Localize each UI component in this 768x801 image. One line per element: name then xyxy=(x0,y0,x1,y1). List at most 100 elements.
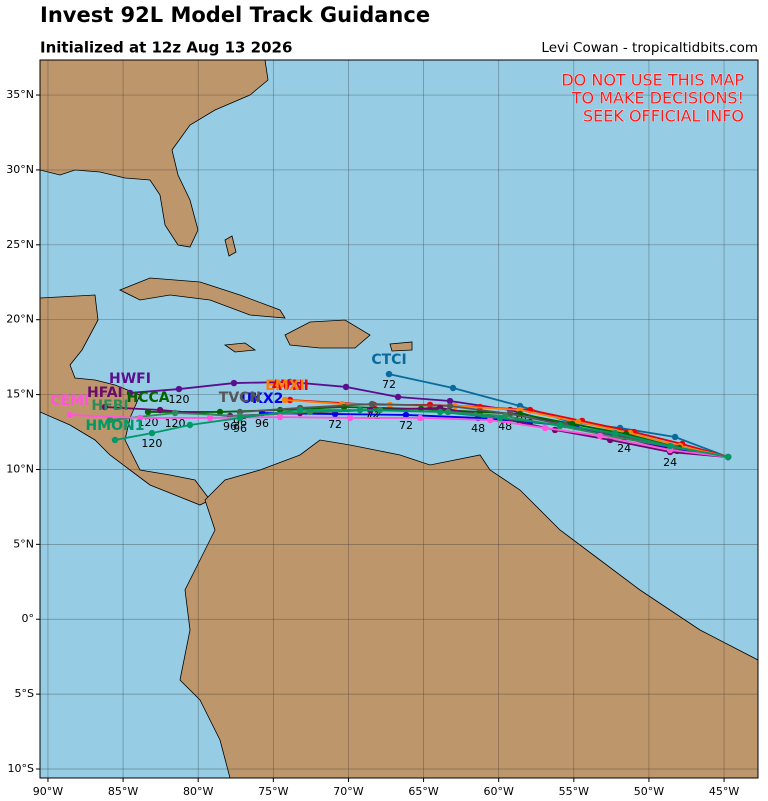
warning-line: DO NOT USE THIS MAP xyxy=(561,71,744,90)
hispaniola xyxy=(284,319,371,349)
track-point xyxy=(175,385,183,393)
cuba xyxy=(119,277,286,319)
track-point xyxy=(216,408,224,416)
track-name: EMXI xyxy=(265,378,305,394)
track-point xyxy=(144,408,152,416)
track-point xyxy=(436,408,444,416)
track-point xyxy=(230,379,238,387)
subtitle: Initialized at 12z Aug 13 2026 xyxy=(40,39,292,57)
track-point xyxy=(486,416,494,424)
track-point xyxy=(541,424,549,432)
track-point xyxy=(402,411,410,419)
puerto-rico xyxy=(389,341,413,352)
track-point xyxy=(156,406,164,414)
land xyxy=(40,60,758,778)
track-name: AVNI xyxy=(271,378,309,394)
x-tick-label: 50°W xyxy=(634,785,664,798)
track-point xyxy=(596,432,604,440)
track-name: HFBI xyxy=(91,398,128,414)
y-tick-label: 10°N xyxy=(6,462,34,475)
jamaica xyxy=(223,342,257,353)
axes: 90°W 85°W 80°W 75°W 70°W 65°W 60°W 55°W 50°W 45°W… xyxy=(6,88,739,798)
track-point xyxy=(416,414,424,422)
track-point xyxy=(446,397,454,405)
x-tick-label: 70°W xyxy=(333,785,363,798)
track-name: HMON1 xyxy=(85,418,144,434)
track-point xyxy=(356,406,364,414)
y-tick-label: 30°N xyxy=(6,163,34,176)
track-point xyxy=(111,436,119,444)
track-point xyxy=(394,393,402,401)
credit: Levi Cowan - tropicaltidbits.com xyxy=(541,40,758,56)
y-tick-label: 25°N xyxy=(6,238,34,251)
track-point xyxy=(236,414,244,422)
track-point xyxy=(385,370,393,378)
plot-area: 72CTCI120HWFI72AVNI48EMXI2448727296UKX21… xyxy=(40,60,758,778)
y-tick-label: 10°S xyxy=(8,762,34,775)
plot-frame xyxy=(39,59,759,779)
track-point xyxy=(724,453,732,461)
warning-line: SEEK OFFICIAL INFO xyxy=(583,107,744,126)
track-point xyxy=(136,414,144,422)
track-point xyxy=(296,406,304,414)
y-tick-label: 0° xyxy=(22,612,35,625)
track-point xyxy=(346,414,354,422)
track-point xyxy=(206,414,214,422)
track-point xyxy=(281,396,289,404)
x-tick-label: 75°W xyxy=(258,785,288,798)
tracks: 72CTCI120HWFI72AVNI48EMXI2448727296UKX21… xyxy=(50,352,732,469)
track-point xyxy=(286,378,294,386)
hour-label: 120 xyxy=(168,393,189,406)
hour-label: 72 xyxy=(328,418,342,431)
track-point xyxy=(148,429,156,437)
track-name: HWFI xyxy=(109,371,151,387)
y-tick-label: 5°S xyxy=(15,687,34,700)
grid xyxy=(40,60,758,778)
south-america xyxy=(179,439,758,778)
hour-label: 96 xyxy=(233,422,247,435)
y-tick-label: 20°N xyxy=(6,313,34,326)
track-name: HFAI xyxy=(87,385,123,401)
track-point xyxy=(101,403,109,411)
x-tick-label: 45°W xyxy=(709,785,739,798)
track-point xyxy=(496,414,504,422)
track-point xyxy=(671,433,679,441)
hour-label: 96 xyxy=(255,417,269,430)
x-tick-label: 80°W xyxy=(183,785,213,798)
track-point xyxy=(368,400,376,408)
hour-label: 72 xyxy=(382,378,396,391)
central-america xyxy=(40,294,211,506)
track-point xyxy=(126,389,134,397)
y-tick-label: 35°N xyxy=(6,88,34,101)
track-line xyxy=(114,409,729,458)
hour-label: 24 xyxy=(617,442,631,455)
bahamas xyxy=(224,235,237,257)
warning-line: TO MAKE DECISIONS! xyxy=(571,89,744,108)
track-point xyxy=(106,416,114,424)
hour-label: 24 xyxy=(663,456,677,469)
hour-label: 96 xyxy=(223,420,237,433)
x-tick-label: 65°W xyxy=(408,785,438,798)
track-point xyxy=(666,442,674,450)
track-name: CTCI xyxy=(371,352,406,368)
x-tick-label: 85°W xyxy=(108,785,138,798)
track-point xyxy=(611,429,619,437)
title: Invest 92L Model Track Guidance xyxy=(40,3,430,27)
track-name: TVCN xyxy=(219,390,261,406)
track-name: CEMI xyxy=(50,393,89,409)
north-america xyxy=(40,60,269,248)
track-point xyxy=(342,383,350,391)
y-tick-label: 5°N xyxy=(13,537,34,550)
x-tick-label: 60°W xyxy=(483,785,513,798)
track-point xyxy=(556,421,564,429)
track-point xyxy=(449,384,457,392)
track-point xyxy=(276,413,284,421)
track-point xyxy=(186,421,194,429)
track-point xyxy=(66,411,74,419)
track-name: HCCA xyxy=(126,390,169,406)
x-tick-label: 55°W xyxy=(559,785,589,798)
track-name: UKX2 xyxy=(241,391,284,407)
y-tick-label: 15°N xyxy=(6,388,34,401)
track-point xyxy=(506,410,514,418)
